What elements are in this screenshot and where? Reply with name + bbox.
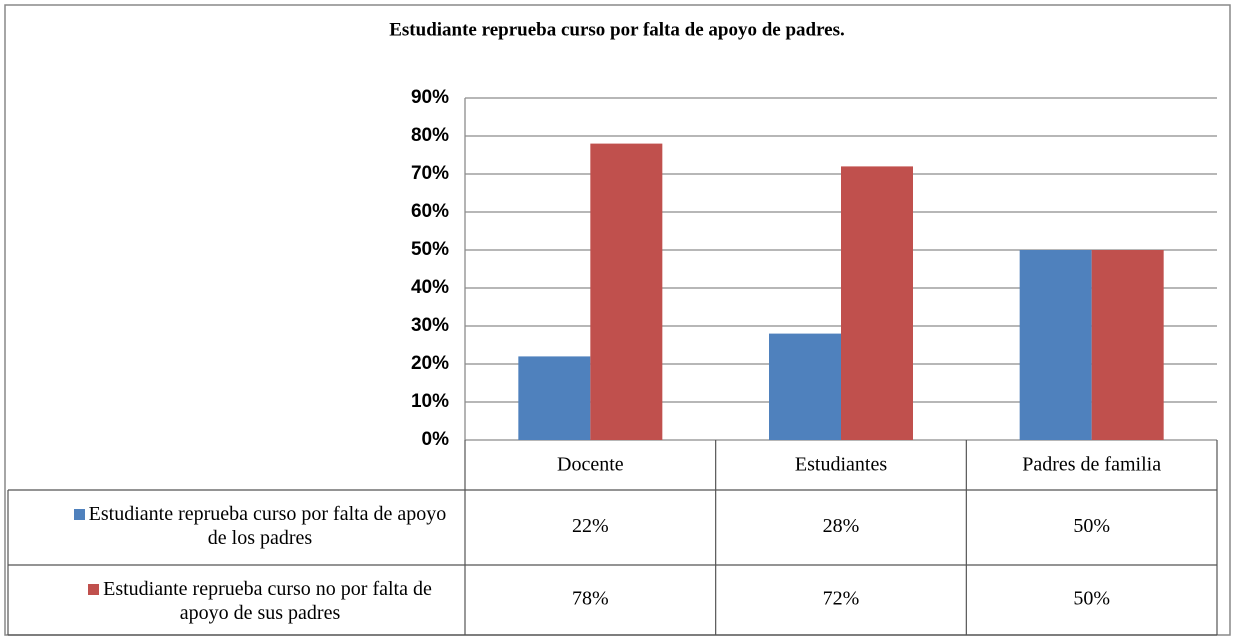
category-label: Padres de familia — [1022, 454, 1161, 476]
bar — [1019, 250, 1092, 440]
legend-entry: Estudiante reprueba curso no por falta d… — [70, 577, 450, 625]
y-tick-label: 30% — [411, 315, 449, 336]
bar — [769, 333, 841, 440]
y-tick-label: 70% — [411, 163, 449, 184]
table-value: 78% — [572, 588, 609, 610]
y-tick-label: 60% — [411, 201, 449, 222]
y-tick-label: 20% — [411, 353, 449, 374]
y-tick-label: 10% — [411, 391, 449, 412]
bar — [518, 356, 591, 440]
legend-label: Estudiante reprueba curso por falta de a… — [88, 503, 447, 549]
legend-label: Estudiante reprueba curso no por falta d… — [103, 578, 432, 624]
category-label: Estudiantes — [795, 454, 887, 476]
bar — [841, 166, 913, 440]
bar — [1091, 250, 1164, 440]
table-value: 28% — [823, 515, 860, 537]
y-tick-label: 0% — [422, 429, 450, 450]
chart-title: Estudiante reprueba curso por falta de a… — [389, 19, 845, 40]
y-tick-label: 50% — [411, 239, 449, 260]
table-value: 72% — [823, 588, 860, 610]
legend-key — [88, 584, 100, 595]
table-value: 50% — [1073, 588, 1110, 610]
y-tick-label: 40% — [411, 277, 449, 298]
table-value: 50% — [1073, 515, 1110, 537]
legend-entry: Estudiante reprueba curso por falta de a… — [70, 502, 450, 550]
y-tick-label: 80% — [411, 125, 449, 146]
legend-key — [73, 509, 85, 520]
y-tick-label: 90% — [411, 87, 449, 108]
bar — [590, 143, 663, 440]
table-value: 22% — [572, 515, 609, 537]
category-label: Docente — [557, 454, 624, 476]
